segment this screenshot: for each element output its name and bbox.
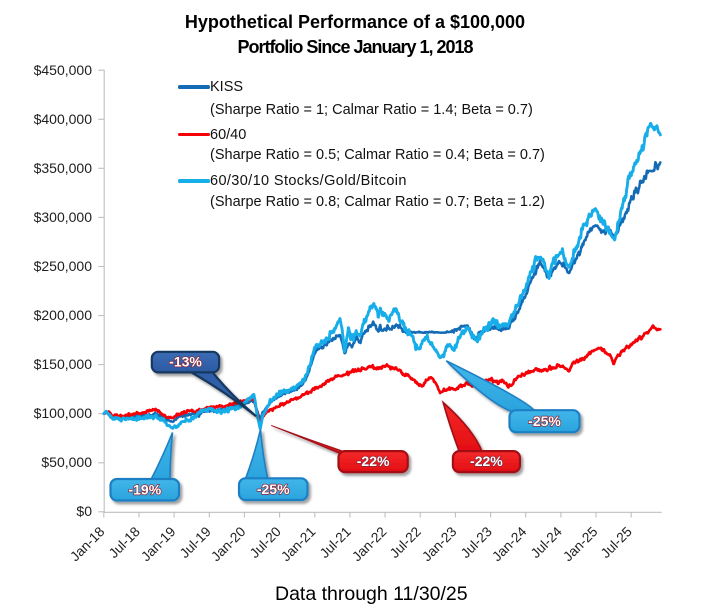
svg-text:-22%: -22% — [357, 453, 390, 469]
svg-text:-25%: -25% — [528, 413, 561, 429]
svg-text:-25%: -25% — [257, 481, 290, 497]
svg-text:-13%: -13% — [169, 354, 202, 370]
svg-text:-19%: -19% — [128, 481, 161, 497]
svg-text:-22%: -22% — [470, 453, 503, 469]
